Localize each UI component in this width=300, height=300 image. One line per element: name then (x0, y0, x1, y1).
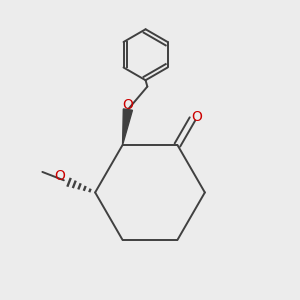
Text: O: O (191, 110, 202, 124)
Text: O: O (122, 98, 133, 112)
Polygon shape (123, 109, 132, 145)
Text: O: O (54, 169, 65, 183)
